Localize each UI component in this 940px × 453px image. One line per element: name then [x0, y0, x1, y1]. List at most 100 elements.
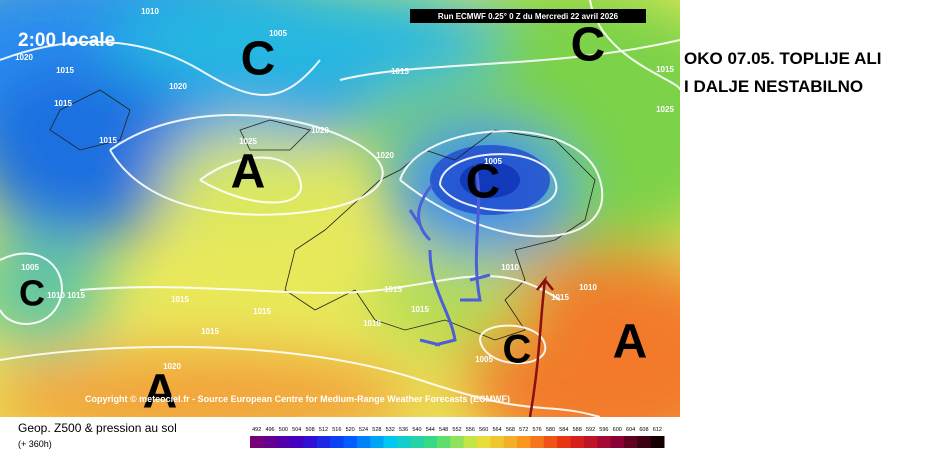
scale-label: 516: [332, 427, 341, 433]
isobar-label: 1010: [501, 263, 519, 272]
scale-swatch: [423, 436, 438, 448]
pressure-center: C: [241, 33, 276, 86]
scale-label: 608: [639, 427, 648, 433]
scale-swatch: [303, 436, 318, 448]
scale-label: 580: [546, 427, 555, 433]
scale-label: 528: [372, 427, 381, 433]
scale-swatch: [396, 436, 411, 448]
scale-label: 552: [452, 427, 461, 433]
scale-label: 492: [252, 427, 261, 433]
scale-swatch: [503, 436, 518, 448]
scale-label: 540: [412, 427, 421, 433]
isobar-label: 1015: [201, 327, 219, 336]
isobar-label: 1020: [311, 126, 329, 135]
scale-label: 500: [279, 427, 288, 433]
scale-swatch: [290, 436, 304, 448]
isobar-label: 1020: [376, 151, 394, 160]
isobar-label: 1015: [67, 291, 85, 300]
copyright: Copyright © meteociel.fr - Source Europe…: [85, 394, 510, 404]
scale-swatch: [436, 436, 451, 448]
run-info: Run ECMWF 0.25° 0 Z du Mercredi 22 avril…: [438, 12, 619, 21]
scale-label: 612: [653, 427, 662, 433]
scale-label: 504: [292, 427, 301, 433]
pressure-center: C: [503, 328, 532, 372]
isobar-label: 1005: [484, 157, 502, 166]
scale-label: 524: [359, 427, 368, 433]
pressure-center: A: [613, 316, 648, 369]
scale-label: 512: [319, 427, 328, 433]
legend-title: Geop. Z500 & pression au sol: [18, 421, 177, 435]
isobar-label: 1010: [363, 319, 381, 328]
legend-subtitle: (+ 360h): [18, 439, 52, 449]
scale-label: 596: [599, 427, 608, 433]
scale-label: 592: [586, 427, 595, 433]
isobar-label: 1020: [169, 82, 187, 91]
scale-swatch: [330, 436, 344, 448]
scale-label: 520: [346, 427, 355, 433]
scale-label: 560: [479, 427, 488, 433]
scale-swatch: [316, 436, 331, 448]
scale-swatch: [250, 436, 264, 448]
isobar-label: 1015: [391, 67, 409, 76]
scale-label: 548: [439, 427, 448, 433]
scale-label: 604: [626, 427, 635, 433]
isobar-label: 1010: [141, 7, 159, 16]
scale-swatch: [370, 436, 385, 448]
scale-label: 536: [399, 427, 408, 433]
isobar-label: 1015: [384, 285, 402, 294]
scale-swatch: [597, 436, 612, 448]
scale-swatch: [450, 436, 465, 448]
isobar-label: 1015: [99, 136, 117, 145]
headline: OKO 07.05. TOPLIJE ALI: [684, 49, 881, 68]
pressure-center: C: [571, 19, 606, 72]
scale-swatch: [463, 436, 478, 448]
scale-label: 572: [519, 427, 528, 433]
scale-label: 584: [559, 427, 568, 433]
isobar-label: 1025: [656, 105, 674, 114]
scale-label: 556: [466, 427, 475, 433]
scale-swatch: [477, 436, 491, 448]
scale-swatch: [263, 436, 278, 448]
scale-label: 576: [533, 427, 542, 433]
isobar-label: 1010: [579, 283, 597, 292]
scale-swatch: [557, 436, 572, 448]
scale-swatch: [530, 436, 545, 448]
scale-swatch: [343, 436, 358, 448]
date: Jeudi 7 mai 2026: [18, 9, 125, 25]
isobar-label: 1005: [475, 355, 493, 364]
scale-swatch: [610, 436, 625, 448]
scale-label: 544: [426, 427, 435, 433]
pressure-center: A: [143, 366, 178, 419]
scale-label: 564: [492, 427, 501, 433]
scale-label: 568: [506, 427, 515, 433]
isobar-label: 1015: [56, 66, 74, 75]
scale-swatch: [583, 436, 598, 448]
time: 2:00 locale: [18, 30, 115, 51]
scale-swatch: [517, 436, 531, 448]
pressure-center: C: [466, 156, 501, 209]
headline: I DALJE NESTABILNO: [684, 77, 863, 96]
scale-swatch: [490, 436, 505, 448]
isobar-label: 1010: [47, 291, 65, 300]
isobar-label: 1005: [21, 263, 39, 272]
scale-label: 508: [306, 427, 315, 433]
scale-label: 496: [265, 427, 274, 433]
scale-swatch: [650, 436, 665, 448]
isobar-label: 1015: [54, 99, 72, 108]
scale-swatch: [383, 436, 398, 448]
isobar-label: 1015: [656, 65, 674, 74]
isobar-label: 1020: [163, 362, 181, 371]
pressure-center: C: [19, 273, 45, 314]
scale-swatch: [570, 436, 585, 448]
scale-swatch: [410, 436, 425, 448]
pressure-center: A: [231, 146, 266, 199]
isobar-label: 1020: [15, 53, 33, 62]
isobar-label: 1005: [269, 29, 287, 38]
scale-label: 588: [573, 427, 582, 433]
isobar-label: 1015: [551, 293, 569, 302]
scale-label: 600: [613, 427, 622, 433]
scale-swatch: [623, 436, 638, 448]
run-box: [410, 9, 646, 23]
scale-swatch: [543, 436, 558, 448]
